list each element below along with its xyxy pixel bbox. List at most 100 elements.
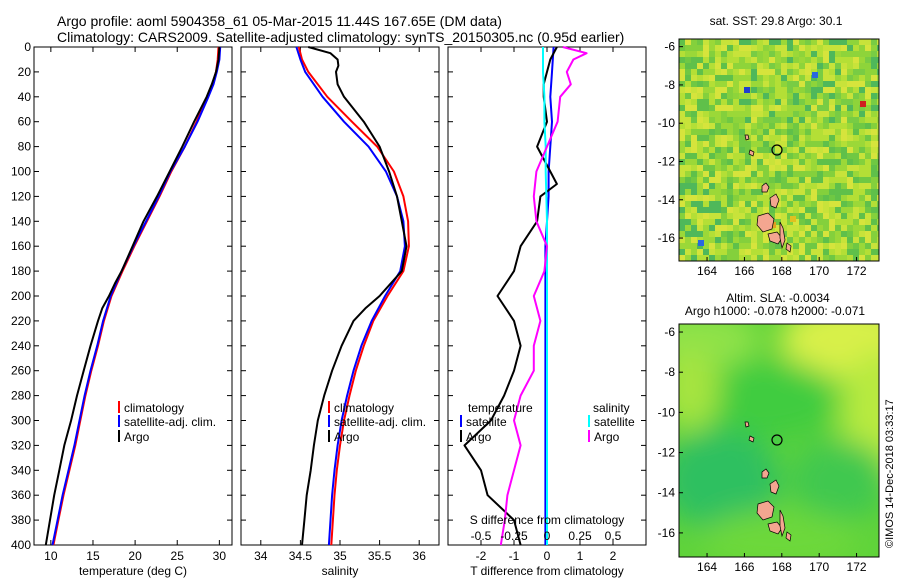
sst-cell	[841, 105, 847, 111]
sst-cell	[847, 45, 853, 51]
sst-cell	[703, 39, 709, 45]
sst-cell	[871, 243, 877, 249]
sst-cell	[847, 147, 853, 153]
sst-cell	[757, 183, 763, 189]
map-x-tick-label: 168	[772, 264, 792, 278]
sst-cell	[721, 201, 727, 207]
sst-cell	[709, 123, 715, 129]
sst-cell	[817, 165, 823, 171]
sst-cell	[733, 225, 739, 231]
sst-cell	[781, 105, 787, 111]
sst-cell	[829, 75, 835, 81]
sst-cell	[745, 201, 751, 207]
sst-cell	[841, 141, 847, 147]
sst-cell	[721, 165, 727, 171]
sst-cell	[793, 249, 799, 255]
sst-cell	[805, 195, 811, 201]
sst-cell	[763, 231, 769, 237]
sst-cell	[841, 243, 847, 249]
sst-cell	[871, 117, 877, 123]
sst-cell	[757, 111, 763, 117]
sst-cell	[811, 153, 817, 159]
sst-cell	[847, 93, 853, 99]
sst-islands	[744, 134, 792, 253]
sst-cell	[715, 219, 721, 225]
sst-cell	[757, 243, 763, 249]
sst-cell	[877, 57, 879, 63]
sst-cell	[715, 231, 721, 237]
sst-cell	[715, 153, 721, 159]
sst-cell	[733, 159, 739, 165]
sst-cell	[823, 171, 829, 177]
depth-tick-label: 280	[11, 389, 31, 403]
sst-cell	[793, 243, 799, 249]
sst-cell	[865, 195, 871, 201]
sst-cell	[709, 207, 715, 213]
sst-cell	[721, 243, 727, 249]
sst-cell	[841, 213, 847, 219]
sst-cell	[709, 81, 715, 87]
sst-cell	[799, 87, 805, 93]
island	[748, 149, 755, 157]
sst-cell	[745, 63, 751, 69]
sst-cell	[763, 69, 769, 75]
sst-cell	[709, 135, 715, 141]
sst-cell	[871, 141, 877, 147]
sst-cell	[715, 201, 721, 207]
sst-cell	[715, 63, 721, 69]
sst-cell	[805, 141, 811, 147]
sst-cell	[709, 63, 715, 69]
sst-cell	[763, 255, 769, 261]
sst-cell	[817, 189, 823, 195]
sst-cell	[727, 225, 733, 231]
sst-cell	[865, 147, 871, 153]
sst-cell	[757, 255, 763, 261]
sst-cell	[703, 243, 709, 249]
sst-cell	[757, 177, 763, 183]
sst-cell	[829, 135, 835, 141]
sst-cell	[733, 63, 739, 69]
legend-title-salinity: salinity	[593, 401, 630, 415]
sst-cell	[781, 159, 787, 165]
sst-cell	[679, 153, 685, 159]
sst-cell	[781, 219, 787, 225]
depth-tick-label: 360	[11, 488, 31, 502]
sst-cell	[787, 147, 793, 153]
sst-cell	[877, 75, 879, 81]
sst-cell	[877, 51, 879, 57]
sst-cell	[775, 135, 781, 141]
sst-cell	[799, 249, 805, 255]
sst-cell	[745, 105, 751, 111]
sst-cell	[751, 147, 757, 153]
sst-cell	[703, 87, 709, 93]
depth-tick-label: 80	[18, 140, 32, 154]
sst-cell	[769, 63, 775, 69]
sst-cell	[775, 141, 781, 147]
sst-cell	[697, 105, 703, 111]
sst-cell	[757, 105, 763, 111]
sst-cell	[811, 237, 817, 243]
sst-cell	[709, 147, 715, 153]
sst-cell	[733, 177, 739, 183]
sst-cell	[781, 183, 787, 189]
sst-cell	[715, 129, 721, 135]
sst-cell	[793, 39, 799, 45]
sst-cell	[829, 39, 835, 45]
sst-cell	[817, 45, 823, 51]
sst-cell	[865, 51, 871, 57]
map-x-tick-label: 164	[697, 560, 717, 574]
sst-cell	[865, 105, 871, 111]
sst-cell	[751, 189, 757, 195]
sst-cell	[763, 51, 769, 57]
sst-cell	[859, 63, 865, 69]
sst-cell	[841, 87, 847, 93]
sst-cell	[805, 189, 811, 195]
sst-cell	[757, 141, 763, 147]
sst-cell	[829, 201, 835, 207]
sst-cell	[739, 69, 745, 75]
sst-cell	[733, 117, 739, 123]
sst-cell	[793, 105, 799, 111]
sst-cell	[817, 135, 823, 141]
sst-cell	[685, 117, 691, 123]
sst-cell	[709, 39, 715, 45]
